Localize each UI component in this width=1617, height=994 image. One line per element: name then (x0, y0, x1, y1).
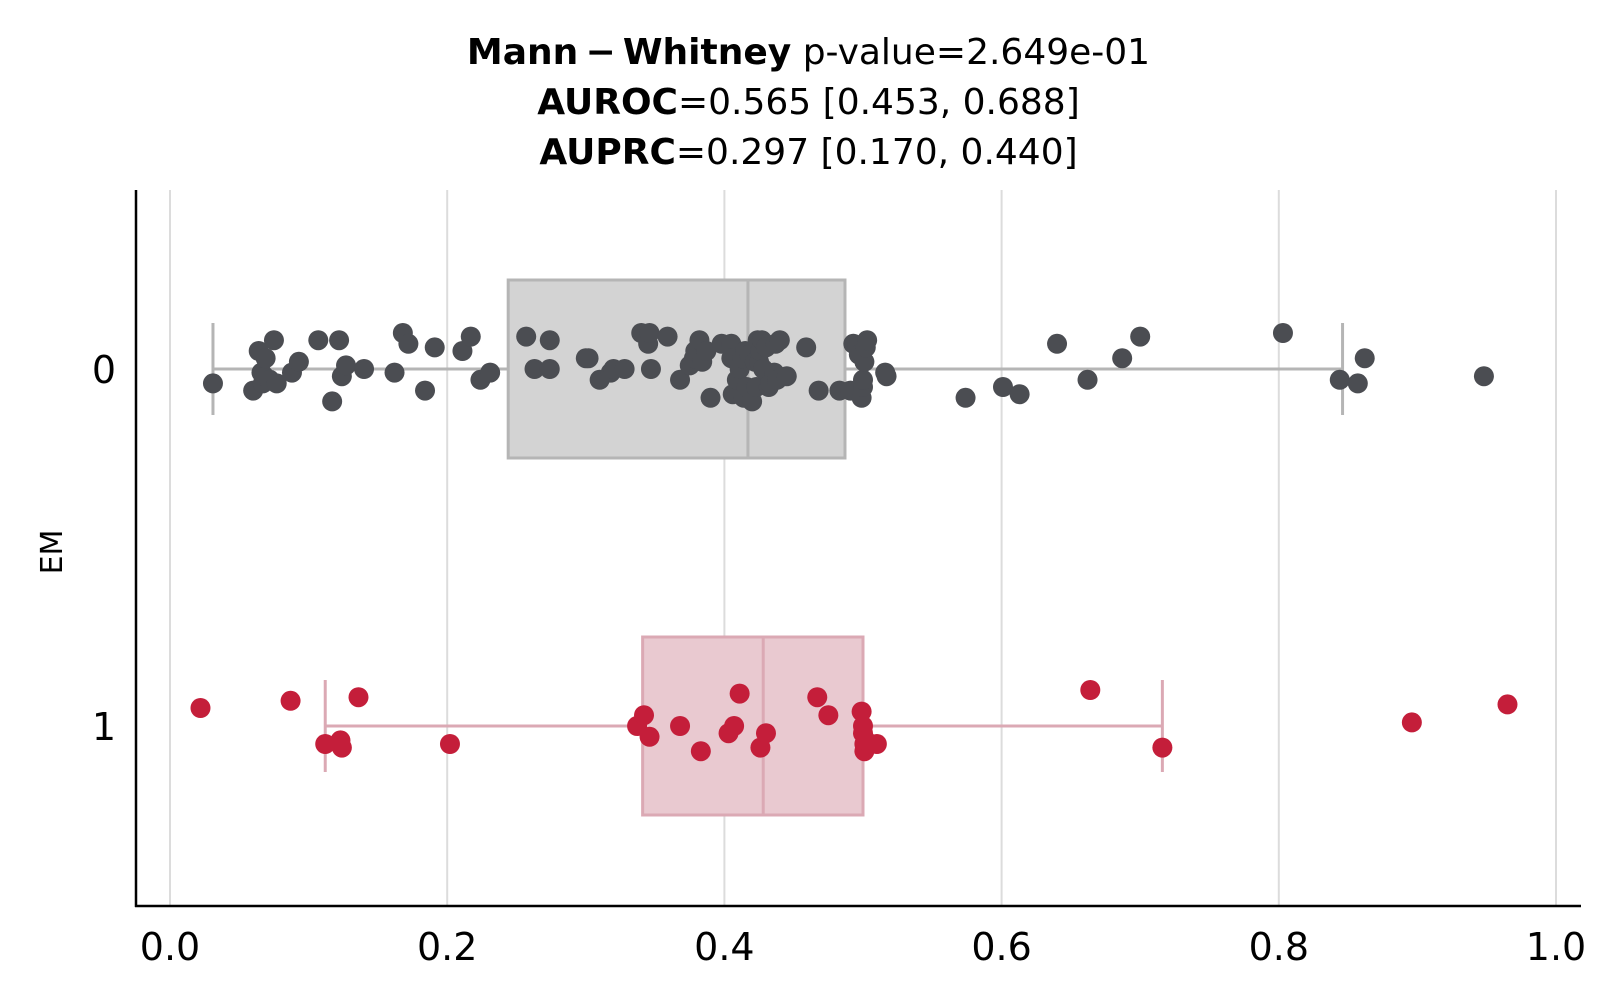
data-point (729, 683, 750, 704)
title-line-3: AUPRC=0.297 [0.170, 0.440] (0, 128, 1617, 178)
title-auprc-value: =0.297 [0.170, 0.440] (675, 132, 1078, 173)
data-point (288, 351, 309, 372)
axes (134, 190, 1581, 908)
title-auroc-value: =0.565 [0.453, 0.688] (677, 82, 1080, 123)
data-point (398, 333, 419, 354)
data-point (308, 330, 329, 351)
x-tick-label: 0.0 (140, 925, 200, 969)
data-point (818, 705, 839, 726)
data-point (955, 387, 976, 408)
data-point (1401, 712, 1422, 733)
data-points (190, 323, 1518, 762)
data-point (190, 698, 211, 718)
data-point (866, 734, 887, 754)
data-point (1009, 384, 1030, 405)
data-point (614, 359, 635, 379)
data-point (331, 737, 352, 758)
data-point (769, 330, 790, 351)
data-point (657, 326, 678, 347)
x-tick-label: 0.8 (1249, 925, 1309, 969)
data-point (1354, 348, 1375, 369)
data-point (670, 716, 691, 736)
data-point (255, 348, 276, 369)
x-tick-label: 1.0 (1526, 925, 1586, 969)
data-point (480, 362, 501, 383)
data-point (1272, 323, 1293, 343)
data-point (539, 359, 560, 379)
data-point (516, 326, 537, 347)
data-point (853, 369, 873, 390)
data-point (639, 726, 660, 747)
title-p-value: p-value=2.649e-01 (791, 32, 1151, 73)
data-point (1497, 694, 1518, 715)
data-point (796, 337, 817, 358)
data-point (696, 341, 717, 361)
data-point (670, 369, 691, 390)
x-ticks: 0.0 0.2 0.4 0.6 0.8 1.0 (140, 925, 1586, 969)
data-point (439, 734, 460, 754)
data-point (280, 690, 301, 711)
title-auprc-label: AUPRC (539, 132, 676, 173)
data-point (1152, 737, 1173, 758)
data-point (808, 380, 829, 401)
data-point (1077, 369, 1098, 390)
box-plots (211, 278, 1345, 817)
data-point (1080, 680, 1101, 700)
data-point (322, 391, 343, 412)
data-point (202, 373, 223, 394)
data-point (640, 359, 661, 379)
y-ticks: 01 (92, 348, 116, 749)
data-point (354, 359, 375, 379)
data-point (460, 326, 481, 347)
data-point (578, 348, 599, 369)
title-auroc-label: AUROC (537, 82, 678, 123)
title-line-1: Mann − Whitney p-value=2.649e-01 (0, 28, 1617, 78)
title-test-name: Mann − Whitney (466, 32, 792, 73)
data-point (384, 362, 405, 383)
data-point (1130, 326, 1151, 347)
y-tick-label: 1 (92, 705, 116, 749)
data-point (724, 716, 745, 736)
data-point (266, 373, 287, 394)
data-point (851, 701, 872, 722)
y-tick-label: 0 (92, 348, 116, 392)
data-point (876, 366, 897, 387)
x-tick-label: 0.6 (971, 925, 1031, 969)
data-point (992, 377, 1013, 397)
data-point (700, 387, 721, 408)
data-point (329, 330, 350, 351)
data-point (336, 355, 357, 376)
data-point (315, 734, 336, 754)
data-point (857, 330, 878, 351)
data-point (634, 705, 655, 726)
data-point (1329, 369, 1350, 390)
title-line-2: AUROC=0.565 [0.453, 0.688] (0, 78, 1617, 128)
data-point (415, 380, 436, 401)
x-tick-label: 0.2 (417, 925, 477, 969)
data-point (807, 687, 828, 708)
data-point (1047, 333, 1068, 354)
data-point (690, 741, 711, 762)
data-point (776, 366, 797, 387)
data-point (1112, 348, 1133, 369)
data-point (348, 687, 369, 708)
data-point (854, 351, 875, 372)
data-point (639, 323, 660, 343)
x-tick-label: 0.4 (694, 925, 754, 969)
data-point (424, 337, 445, 358)
data-point (539, 330, 560, 351)
data-point (1473, 366, 1494, 387)
data-point (524, 359, 545, 379)
chart-title: Mann − Whitney p-value=2.649e-01 AUROC=0… (0, 28, 1617, 178)
data-point (755, 723, 776, 744)
data-point (1347, 373, 1368, 394)
data-point (263, 330, 284, 351)
y-axis-label: EM (35, 530, 70, 575)
